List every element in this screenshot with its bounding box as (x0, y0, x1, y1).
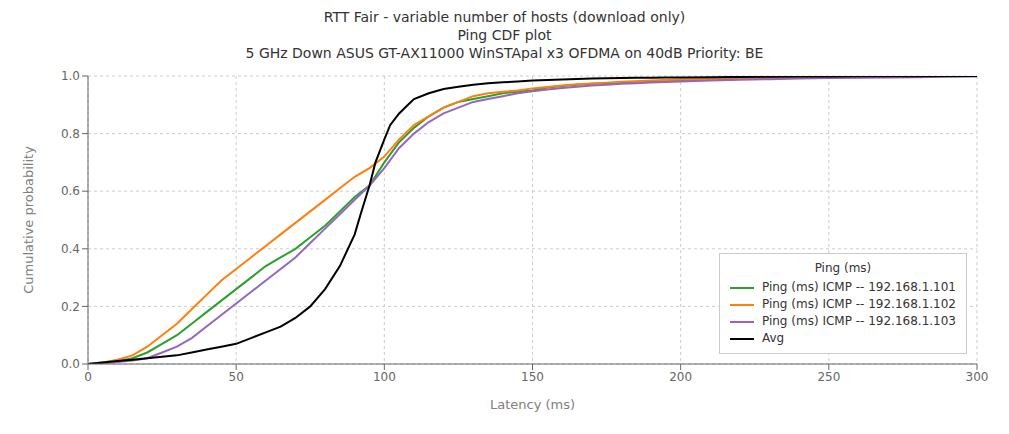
svg-text:250: 250 (817, 370, 840, 384)
html-text:Ping (ms) ICMP -- 192.168.1.10: Ping (ms) ICMP -- 192.168.1.103 (761, 314, 956, 328)
svg-text:100: 100 (373, 370, 396, 384)
html-text:Ping (ms) ICMP -- 192.168.1.10: Ping (ms) ICMP -- 192.168.1.101 (761, 280, 956, 294)
svg-text:0.8: 0.8 (61, 127, 80, 141)
html-text:Ping CDF plot: Ping CDF plot (457, 27, 552, 43)
svg-text:50: 50 (229, 370, 244, 384)
svg-text:Cumulative probability: Cumulative probability (21, 146, 36, 294)
html-text:Ping (ms) ICMP -- 192.168.1.10: Ping (ms) ICMP -- 192.168.1.102 (761, 297, 956, 311)
html-text:RTT Fair - variable number of: RTT Fair - variable number of hosts (dow… (323, 9, 686, 25)
html-text:5 GHz Down ASUS GT-AX11000 Win: 5 GHz Down ASUS GT-AX11000 WinSTApal x3 … (245, 45, 764, 61)
svg-text:1.0: 1.0 (61, 69, 80, 83)
html-text:Ping (ms): Ping (ms) (814, 261, 872, 275)
svg-text:300: 300 (966, 370, 989, 384)
svg-text:0.6: 0.6 (61, 184, 80, 198)
svg-text:Latency (ms): Latency (ms) (490, 397, 575, 412)
svg-text:150: 150 (521, 370, 544, 384)
svg-text:0.4: 0.4 (61, 242, 80, 256)
html-text:Avg: Avg (761, 331, 785, 345)
svg-text:0: 0 (84, 370, 92, 384)
svg-text:0.0: 0.0 (61, 357, 80, 371)
svg-text:200: 200 (669, 370, 692, 384)
svg-text:0.2: 0.2 (61, 300, 80, 314)
